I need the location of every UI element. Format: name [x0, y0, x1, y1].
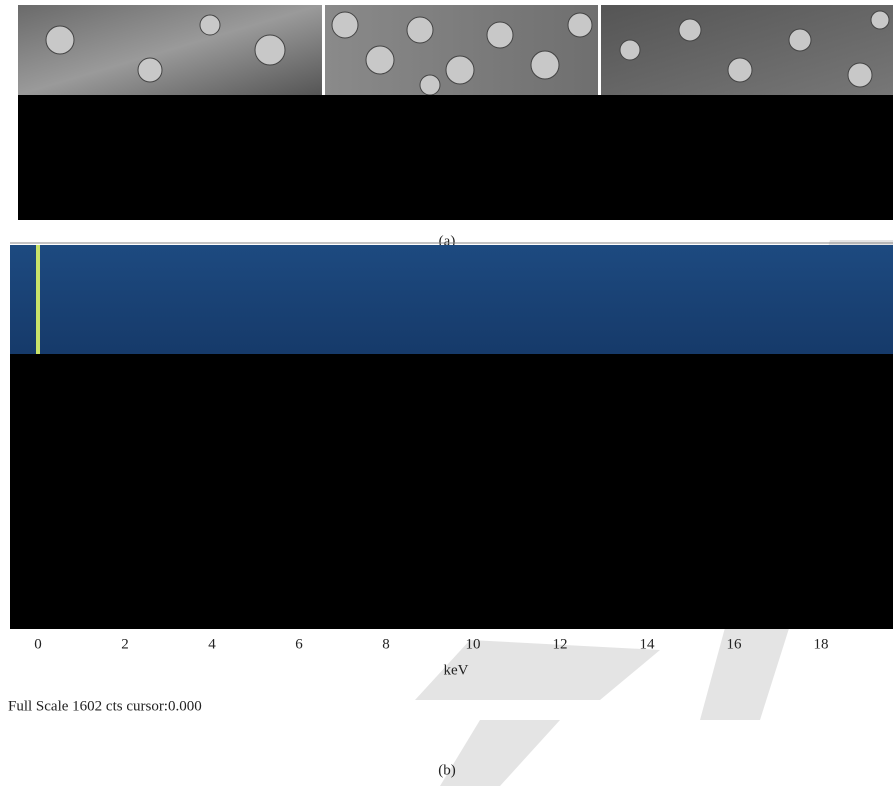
redacted-region: [10, 354, 893, 629]
x-tick-label: 18: [814, 636, 829, 652]
watermark: [440, 720, 560, 786]
x-tick-label: 2: [121, 636, 129, 652]
x-axis-label: keV: [444, 662, 469, 678]
sem-images: [18, 5, 893, 220]
x-tick-label: 4: [208, 636, 216, 652]
x-tick-label: 14: [640, 636, 656, 652]
cursor-line: [36, 245, 40, 354]
spectrum-background: [10, 245, 893, 354]
x-tick-label: 10: [466, 636, 481, 652]
x-tick-label: 16: [727, 636, 743, 652]
x-tick-label: 6: [295, 636, 303, 652]
x-tick-label: 0: [34, 636, 42, 652]
footer-text: Full Scale 1602 cts cursor:0.000: [8, 698, 202, 714]
figure: (a) 024681012141618 keV Full Scale 1602 …: [0, 0, 893, 786]
x-axis: 0 2 4 6 8 10 12 14 16 18: [34, 636, 828, 652]
sem-image: [601, 5, 893, 95]
x-tick-label: 12: [553, 636, 568, 652]
panel-label: (b): [438, 762, 456, 778]
redacted-region: [18, 95, 893, 220]
x-tick-label: 8: [382, 636, 390, 652]
